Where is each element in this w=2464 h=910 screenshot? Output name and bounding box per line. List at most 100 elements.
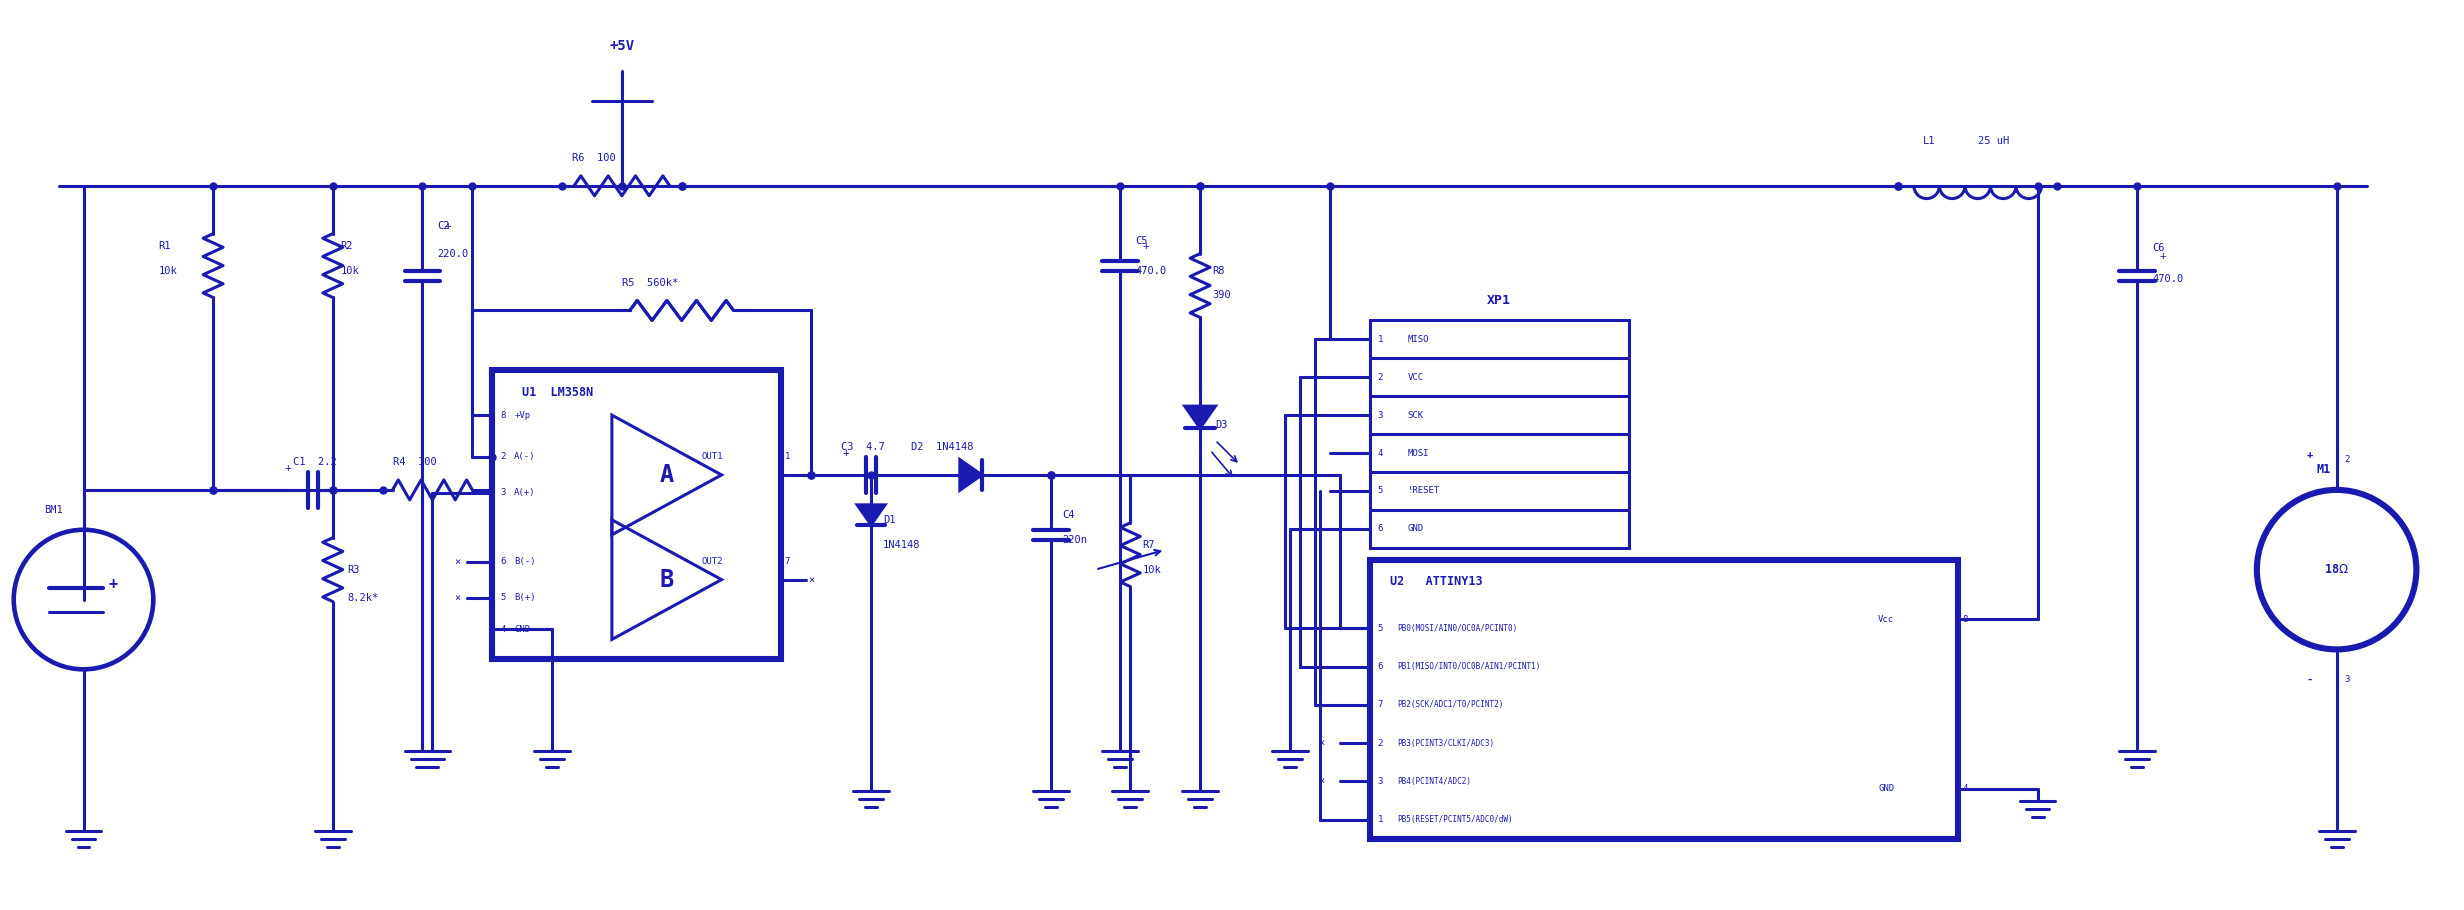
Text: 5: 5	[500, 593, 505, 602]
Text: MISO: MISO	[1407, 335, 1429, 344]
Text: Vcc: Vcc	[1878, 615, 1895, 624]
Text: C3  4.7: C3 4.7	[840, 442, 885, 452]
Text: PB2(SCK/ADC1/T0/PCINT2): PB2(SCK/ADC1/T0/PCINT2)	[1397, 701, 1503, 710]
Text: B: B	[660, 568, 673, 592]
Text: PB5(RESET/PCINT5/ADC0/dW): PB5(RESET/PCINT5/ADC0/dW)	[1397, 815, 1513, 824]
Text: 1N4148: 1N4148	[882, 540, 922, 550]
Text: +: +	[2158, 250, 2166, 260]
Text: 3: 3	[1377, 777, 1382, 786]
Text: 10k: 10k	[340, 266, 360, 276]
Text: 6: 6	[1377, 524, 1382, 533]
Text: 10k: 10k	[1143, 564, 1161, 574]
Text: D3: D3	[1215, 420, 1227, 430]
Text: 10k: 10k	[158, 266, 177, 276]
Text: C5: C5	[1136, 236, 1148, 246]
Text: +: +	[843, 448, 850, 458]
Text: VCC: VCC	[1407, 373, 1424, 381]
Text: 470.0: 470.0	[2151, 274, 2183, 284]
Text: -: -	[2306, 674, 2314, 684]
Text: R6  100: R6 100	[572, 153, 616, 163]
Polygon shape	[1185, 406, 1215, 428]
Text: ×: ×	[1318, 738, 1326, 748]
Text: 2: 2	[500, 452, 505, 461]
Text: A(+): A(+)	[515, 489, 535, 498]
Text: 4: 4	[1377, 449, 1382, 458]
Text: U1  LM358N: U1 LM358N	[522, 386, 594, 399]
Text: D1: D1	[882, 515, 894, 525]
Text: ×: ×	[1318, 776, 1326, 786]
Text: M1: M1	[2316, 463, 2331, 477]
Text: C1  2.2: C1 2.2	[293, 457, 338, 467]
Text: 3: 3	[500, 489, 505, 498]
Text: 2: 2	[1377, 373, 1382, 381]
Text: +: +	[108, 577, 118, 592]
Text: SCK: SCK	[1407, 410, 1424, 420]
Text: GND: GND	[515, 625, 530, 634]
Text: 8.2k*: 8.2k*	[347, 592, 379, 602]
Text: 3: 3	[1377, 410, 1382, 420]
Text: R5  560k*: R5 560k*	[621, 278, 678, 288]
Text: PB1(MISO/INT0/OC0B/AIN1/PCINT1): PB1(MISO/INT0/OC0B/AIN1/PCINT1)	[1397, 662, 1540, 672]
Text: 1: 1	[1377, 335, 1382, 344]
Text: 4: 4	[500, 625, 505, 634]
Text: C6: C6	[2151, 243, 2166, 253]
Text: 8: 8	[500, 410, 505, 420]
Text: R2: R2	[340, 240, 352, 250]
Bar	[1370, 560, 1959, 839]
Text: GND: GND	[1407, 524, 1424, 533]
Text: +: +	[283, 463, 291, 473]
Text: +5V: +5V	[609, 39, 633, 54]
Text: 5: 5	[1377, 486, 1382, 495]
Text: +: +	[1143, 240, 1148, 250]
Text: 8: 8	[1964, 615, 1969, 624]
Text: 1: 1	[784, 452, 791, 461]
Text: 2: 2	[2346, 456, 2351, 464]
Text: ×: ×	[808, 574, 816, 584]
Text: 6: 6	[1377, 662, 1382, 672]
Text: ×: ×	[453, 592, 461, 602]
Text: U2   ATTINY13: U2 ATTINY13	[1390, 575, 1483, 588]
Text: 2: 2	[1377, 739, 1382, 748]
Text: R4  100: R4 100	[392, 457, 436, 467]
Text: A(-): A(-)	[515, 452, 535, 461]
Text: B(-): B(-)	[515, 557, 535, 566]
Text: 390: 390	[1212, 290, 1232, 300]
Text: 220.0: 220.0	[439, 248, 468, 258]
Text: A: A	[660, 463, 673, 487]
Text: OUT1: OUT1	[702, 452, 722, 461]
Text: 7: 7	[784, 557, 791, 566]
Text: +Vp: +Vp	[515, 410, 530, 420]
Text: +: +	[444, 221, 451, 231]
Text: 470.0: 470.0	[1136, 266, 1165, 276]
Text: 5: 5	[1377, 624, 1382, 633]
Text: OUT2: OUT2	[702, 557, 722, 566]
Text: B(+): B(+)	[515, 593, 535, 602]
Text: 1: 1	[1377, 815, 1382, 824]
Text: L1: L1	[1922, 136, 1934, 146]
Text: +: +	[2306, 450, 2314, 460]
Text: D2  1N4148: D2 1N4148	[912, 442, 973, 452]
Text: 7: 7	[1377, 701, 1382, 710]
Text: GND: GND	[1878, 784, 1895, 794]
Text: R8: R8	[1212, 266, 1225, 276]
Text: 4: 4	[1964, 784, 1969, 794]
Text: MOSI: MOSI	[1407, 449, 1429, 458]
Text: C2: C2	[439, 221, 451, 231]
Text: 220n: 220n	[1062, 535, 1087, 545]
Text: 18$\Omega$: 18$\Omega$	[2324, 563, 2348, 576]
Text: 25 uH: 25 uH	[1979, 136, 2008, 146]
Text: PB3(PCINT3/CLKI/ADC3): PB3(PCINT3/CLKI/ADC3)	[1397, 739, 1496, 748]
Text: ×: ×	[453, 557, 461, 567]
Text: PB4(PCINT4/ADC2): PB4(PCINT4/ADC2)	[1397, 777, 1471, 786]
Text: 3: 3	[2346, 675, 2351, 683]
Text: R3: R3	[347, 564, 360, 574]
Text: XP1: XP1	[1488, 294, 1510, 307]
Text: R7: R7	[1143, 540, 1156, 550]
Text: BM1: BM1	[44, 505, 64, 515]
Text: R1: R1	[158, 240, 170, 250]
Bar	[493, 370, 781, 660]
Polygon shape	[961, 460, 981, 490]
Text: PB0(MOSI/AIN0/OC0A/PCINT0): PB0(MOSI/AIN0/OC0A/PCINT0)	[1397, 624, 1518, 633]
Text: C4: C4	[1062, 510, 1074, 520]
Text: !RESET: !RESET	[1407, 486, 1439, 495]
